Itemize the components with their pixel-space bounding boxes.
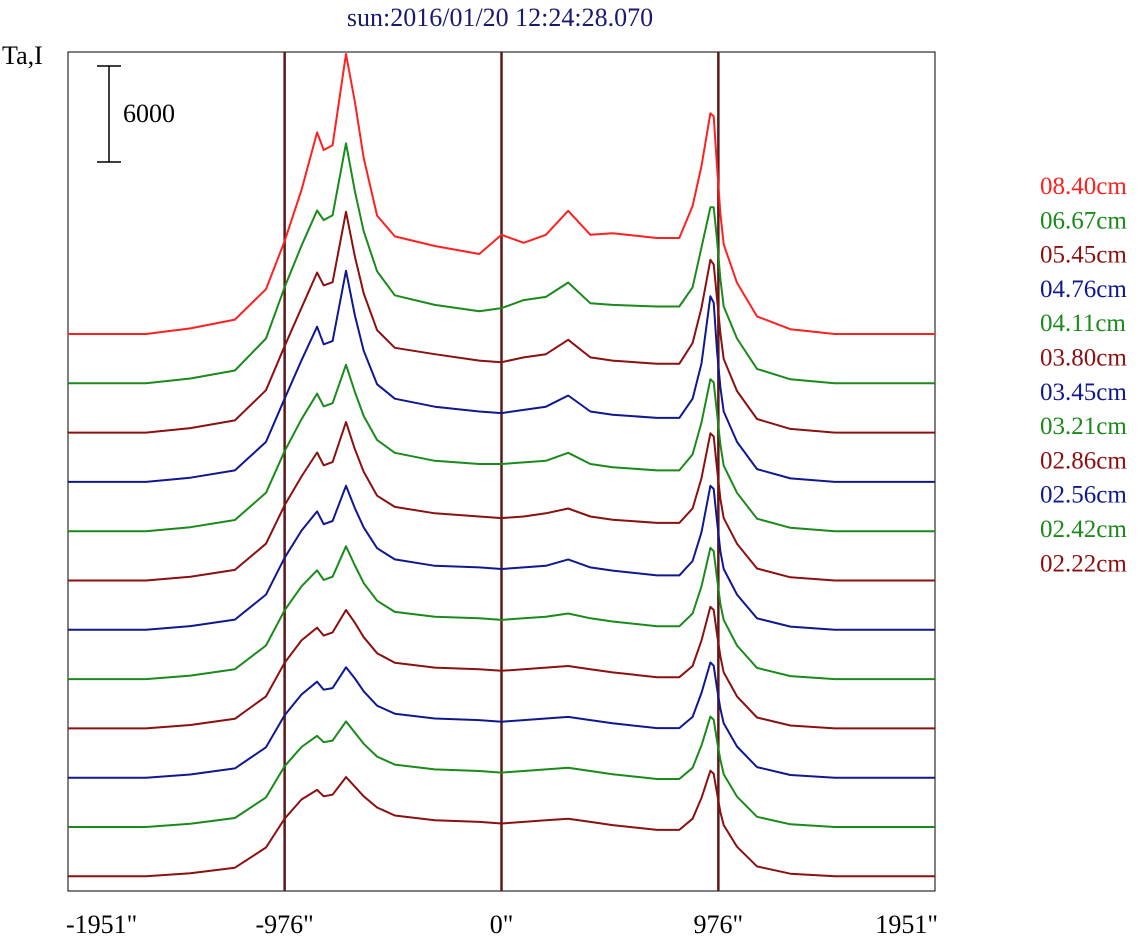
y-axis-label: Ta,I — [2, 41, 43, 70]
x-tick-label-3: 976" — [694, 910, 744, 939]
series-line-04.76cm — [68, 269, 935, 483]
series-line-02.42cm — [68, 715, 935, 828]
legend-entry-05.45cm: 05.45cm — [1040, 242, 1127, 269]
x-tick-label-1: -976" — [255, 910, 313, 939]
vertical-marker-group — [283, 52, 720, 891]
x-tick-labels: -1951" -976" 0" 976" 1951" — [66, 910, 938, 939]
legend-entry-04.11cm: 04.11cm — [1040, 310, 1126, 337]
chart-title: sun:2016/01/20 12:24:28.070 — [347, 3, 653, 32]
legend-entry-03.80cm: 03.80cm — [1040, 345, 1127, 372]
legend-entry-02.56cm: 02.56cm — [1040, 482, 1127, 509]
legend-entry-02.22cm: 02.22cm — [1040, 550, 1127, 577]
x-tick-label-0: -1951" — [66, 910, 137, 939]
series-line-08.40cm — [68, 53, 935, 335]
legend-entry-04.76cm: 04.76cm — [1040, 276, 1127, 303]
legend-entry-08.40cm: 08.40cm — [1040, 173, 1127, 200]
series-line-06.67cm — [68, 142, 935, 385]
series-line-05.45cm — [68, 210, 935, 434]
legend: 08.40cm 06.67cm 05.45cm 04.76cm 04.11cm 03.80… — [1040, 173, 1127, 577]
series-line-03.21cm — [68, 545, 935, 681]
legend-entry-03.45cm: 03.45cm — [1040, 379, 1127, 406]
series-line-03.80cm — [68, 421, 935, 582]
x-tick-label-4: 1951" — [875, 910, 938, 939]
series-line-03.45cm — [68, 484, 935, 631]
series-line-04.11cm — [68, 363, 935, 533]
series-group — [68, 53, 935, 878]
legend-entry-02.86cm: 02.86cm — [1040, 447, 1127, 474]
scale-bar-label: 6000 — [123, 99, 175, 128]
legend-entry-03.21cm: 03.21cm — [1040, 413, 1127, 440]
x-tick-label-2: 0" — [490, 910, 514, 939]
scale-bar: 6000 — [97, 65, 175, 163]
legend-entry-02.42cm: 02.42cm — [1040, 516, 1127, 543]
series-line-02.56cm — [68, 661, 935, 779]
series-line-02.22cm — [68, 769, 935, 878]
legend-entry-06.67cm: 06.67cm — [1040, 207, 1127, 234]
series-line-02.86cm — [68, 605, 935, 730]
